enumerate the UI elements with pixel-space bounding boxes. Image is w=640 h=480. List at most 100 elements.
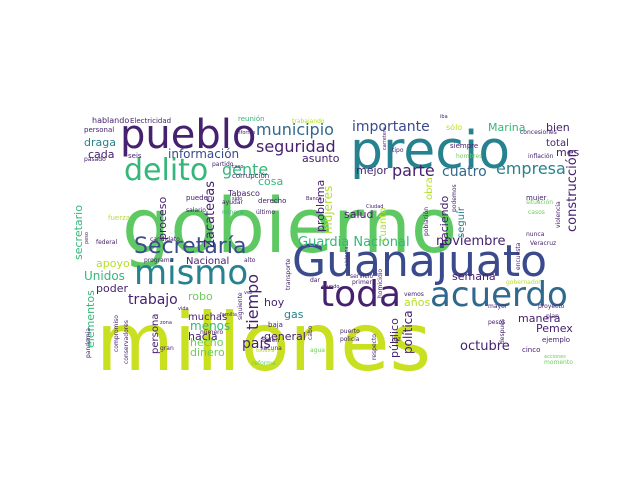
- word-gobierno: gobierno: [122, 181, 457, 270]
- word-mujeres: mujeres: [321, 186, 335, 234]
- word-menos: menos: [190, 319, 230, 333]
- word-elementos: elementos: [84, 290, 97, 348]
- word-seis: seis: [128, 152, 142, 160]
- word-hacia: hacia: [188, 330, 218, 343]
- word-precio: precio: [350, 121, 510, 181]
- word-guardia-nacional: Guardia Nacional: [298, 235, 410, 250]
- word-reforma: reforma: [252, 360, 276, 367]
- word-vez: vez: [244, 290, 253, 296]
- word-personal: personal: [84, 126, 114, 134]
- word-mujer: mujer: [526, 194, 547, 202]
- word-agua: agua: [310, 347, 325, 354]
- word-secretaria: Secretaría: [134, 234, 246, 259]
- word-programa: programa: [144, 257, 174, 264]
- word-manera: manera: [518, 312, 560, 325]
- word-ayudar: ayudar: [222, 199, 244, 206]
- word-ejemplo: ejemplo: [542, 336, 570, 344]
- word-familia: familia: [220, 312, 237, 318]
- word-guanajuato: Guanajuato: [292, 236, 547, 287]
- word-vida: vida: [178, 306, 189, 312]
- word-marina: Marina: [488, 121, 526, 134]
- word-zacatecas: Zacatecas: [203, 181, 218, 248]
- word-inflacion: inflación: [528, 153, 554, 160]
- word-tipo: tipo: [392, 147, 404, 154]
- word-zona: zona: [160, 320, 172, 326]
- word-iba: iba: [440, 114, 448, 120]
- word-vemos: vemos: [404, 291, 424, 298]
- word-partido: partido: [212, 161, 234, 168]
- word-dar: dar: [310, 277, 320, 284]
- word-millones: millones: [96, 296, 431, 389]
- word-semana: semana: [452, 270, 496, 283]
- word-poder: poder: [96, 282, 128, 295]
- word-concesiones: concesiones: [520, 129, 557, 136]
- word-proyecto: proyecto: [538, 303, 565, 310]
- word-publico: público: [388, 318, 401, 358]
- word-primera: primera: [352, 279, 376, 286]
- word-informe: informe: [236, 130, 255, 136]
- word-mayor: mayor: [488, 303, 508, 310]
- word-fuerza: fuerza: [108, 214, 130, 222]
- word-cinco: cinco: [522, 346, 540, 354]
- word-trabajo: trabajo: [128, 292, 178, 308]
- word-momento: momento: [544, 359, 573, 366]
- word-proceso: proceso: [156, 196, 169, 240]
- word-peso: peso: [84, 232, 90, 244]
- word-mismo: mismo: [134, 253, 248, 293]
- word-homicidio: homicidio: [377, 269, 384, 298]
- word-construccion: construcción: [565, 149, 580, 232]
- word-municipio: municipio: [256, 120, 334, 139]
- word-numero: número: [200, 329, 223, 336]
- word-puerto: puerto: [340, 328, 360, 335]
- word-plan: plan: [546, 313, 559, 320]
- word-pandemia: pandemia: [85, 328, 92, 358]
- word-gente: gente: [222, 160, 268, 179]
- word-muchas: muchas: [188, 312, 227, 323]
- word-hombres: hombres: [456, 153, 482, 160]
- word-electricidad: Electricidad: [130, 117, 171, 125]
- word-luz: luz: [392, 336, 401, 343]
- word-importante: importante: [352, 119, 430, 135]
- word-situacion: situación: [526, 199, 553, 206]
- word-banco: Banco: [306, 196, 321, 202]
- word-alto: alto: [244, 257, 256, 264]
- word-corrupcion: corrupción: [232, 172, 269, 180]
- word-podemos: podemos: [451, 184, 458, 212]
- word-carretera: carretera: [382, 127, 388, 150]
- word-problema: problema: [314, 180, 327, 232]
- word-casos: casos: [528, 209, 545, 216]
- word-dinero: dinero: [190, 346, 225, 359]
- word-haciendo: haciendo: [438, 195, 451, 246]
- word-pais: país: [242, 336, 271, 352]
- word-hecho: hecho: [190, 336, 224, 349]
- word-secretario: secretario: [72, 205, 85, 260]
- word-seguir: seguir: [456, 206, 467, 238]
- word-total: total: [546, 138, 569, 149]
- word-gas: gas: [284, 308, 304, 321]
- word-baja: baja: [268, 321, 283, 329]
- word-asunto: asunto: [302, 152, 340, 165]
- word-bien: bien: [546, 121, 570, 134]
- word-nunca: nunca: [526, 231, 545, 238]
- word-cuatro: cuatro: [442, 164, 487, 180]
- word-biden: Biden: [262, 337, 279, 344]
- word-siempre: siempre: [450, 142, 478, 150]
- word-cuanto: cuanto: [378, 208, 389, 242]
- word-despues: después: [499, 319, 506, 344]
- word-hoy: hoy: [264, 296, 285, 309]
- word-informacion: información: [168, 147, 239, 161]
- word-salario: salario: [186, 207, 206, 214]
- word-candidato: candidato: [150, 236, 180, 243]
- word-pueblo: pueblo: [120, 112, 256, 158]
- word-derecho: derecho: [258, 197, 286, 205]
- word-siguiente: siguiente: [237, 292, 244, 320]
- word-conservadores: conservadores: [123, 320, 130, 364]
- word-encuesta: encuesta: [515, 242, 522, 270]
- word-mes: mes: [556, 146, 579, 159]
- word-unidos: Unidos: [84, 269, 125, 283]
- word-acuerdo: acuerdo: [430, 275, 568, 315]
- word-anos: años: [404, 296, 430, 309]
- word-compromiso: compromiso: [113, 315, 120, 352]
- word-trabajando: trabajando: [292, 118, 325, 125]
